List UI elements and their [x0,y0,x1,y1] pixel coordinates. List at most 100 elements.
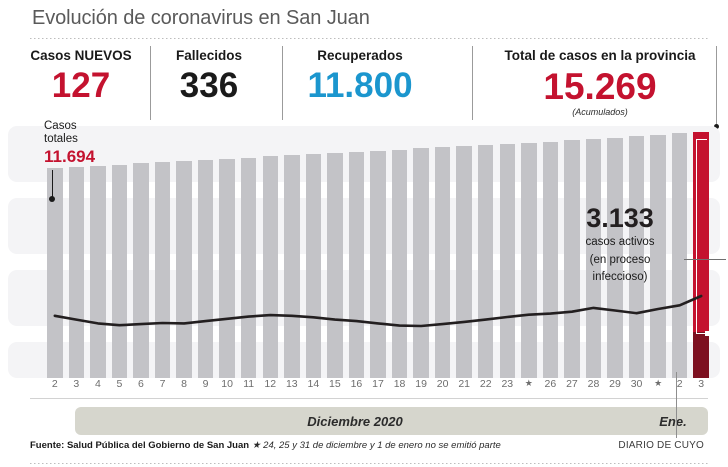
page-title: Evolución de coronavirus en San Juan [32,7,370,29]
callout-line-2: totales [44,133,78,145]
kpi-divider-3 [472,46,473,120]
x-axis-tick: 22 [479,378,492,390]
kpi-value: 15.269 [543,66,657,107]
x-axis-tick: 17 [372,378,384,390]
x-axis-tick: 2 [676,378,683,390]
kpi-value: 127 [51,66,111,105]
bar [370,150,386,378]
callout-line-1: Casos [44,120,77,132]
x-axis-tick: 5 [116,378,123,390]
x-axis-tick: 26 [544,378,557,390]
kpi-value: 336 [179,66,239,105]
kpi-sublabel: (Acumulados) [572,107,628,117]
kpi-label: Total de casos en la provincia [504,48,696,63]
kpi-label: Fallecidos [175,48,243,63]
x-axis-tick: 13 [285,378,298,390]
callout-active-value: 3.133 [586,203,654,233]
bar-highlight [693,132,710,378]
kpi-divider-1 [150,46,151,120]
bar [564,140,580,378]
active-cases-bracket-dot [704,331,710,336]
footer-brand: DIARIO DE CUYO [618,440,704,451]
title-divider [30,38,708,39]
bar [650,135,666,378]
callout-leader-dot [49,196,55,202]
active-cases-bracket [696,139,710,336]
bar [542,141,559,378]
x-axis-tick: 3 [73,378,80,390]
footer-note: ★ 24, 25 y 31 de diciembre y 1 de enero … [252,440,501,451]
x-axis-tick: 19 [415,378,427,390]
x-axis-tick: 23 [501,378,514,390]
x-axis-tick: 11 [243,378,255,390]
month-label-secondary: Ene. [659,413,687,429]
bar [521,142,537,378]
bar [628,136,645,378]
kpi-row: Casos NUEVOS 127 Fallecidos 336 Recupera… [0,42,728,120]
footer-source: Fuente: Salud Pública del Gobierno de Sa… [30,440,250,451]
callout-active-leader-line [684,259,726,260]
bar [284,155,300,378]
kpi-value: 11.800 [307,66,413,105]
kpi-label: Recuperados [317,48,403,63]
kpi-recuperados: Recuperados 11.800 [290,48,430,103]
callout-active-line-2: (en proceso [589,253,651,266]
x-axis-tick: 28 [587,378,600,390]
x-axis-ticks: 2 3 4 5 6 7 8 9 10 11 12 13 14 15 16 17 18 19 20 21 22 23 ★ 26 2… [0,378,728,400]
x-axis-tick: 3 [698,378,705,390]
active-cases-trend-line [53,294,703,328]
kpi-total-connector-line [716,46,717,124]
x-axis-tick: 20 [436,378,449,390]
x-axis-tick: 14 [307,378,320,390]
month-label-primary: Diciembre 2020 [307,413,403,429]
callout-value: 11.694 [44,147,96,166]
x-axis-tick: 30 [630,378,643,390]
x-axis-tick: 10 [221,378,233,390]
bar [434,147,451,378]
kpi-casos-nuevos: Casos NUEVOS 127 [16,48,146,103]
callout-active-line-1: casos activos [585,236,655,248]
x-axis-tick-star: ★ [654,378,663,388]
x-axis-tick: 21 [458,378,471,390]
x-axis-tick: 18 [393,378,406,390]
bar [607,137,623,378]
bar [585,138,602,378]
bar [499,144,516,378]
x-axis-tick: 6 [138,378,144,390]
kpi-fallecidos: Fallecidos 336 [154,48,264,103]
x-axis-tick-star: ★ [524,378,533,388]
x-axis-tick: 29 [609,378,621,390]
bar [305,154,322,378]
callout-casos-totales: Casos totales 11.694 [44,120,154,166]
footer: Fuente: Salud Pública del Gobierno de Sa… [0,440,728,458]
bar-highlight-base [693,332,709,378]
bar [197,160,214,378]
x-axis-tick: 2 [51,378,58,390]
callout-leader-line [52,170,53,198]
month-split-line [676,372,677,438]
bar [671,133,688,378]
bar [391,149,408,378]
x-axis-tick: 15 [329,378,341,390]
x-axis-tick: 12 [264,378,277,390]
x-axis-tick: 7 [159,378,166,390]
footer-divider [30,463,708,464]
bar [262,156,278,378]
x-axis-tick: 27 [566,378,578,390]
bar [68,167,85,378]
kpi-label: Casos NUEVOS [30,48,132,63]
bar [47,168,63,378]
x-axis-tick: 9 [202,378,209,390]
kpi-divider-2 [282,46,283,120]
bar [219,158,235,378]
x-axis-tick: 16 [350,378,363,390]
x-axis-line [30,398,708,399]
callout-casos-activos: 3.133 casos activos (en proceso infeccio… [556,204,684,285]
kpi-total-provincia: Total de casos en la provincia 15.269 (A… [480,48,720,117]
bar [413,148,429,378]
callout-active-line-3: infeccioso) [592,271,648,283]
x-axis-tick: 8 [181,378,187,390]
bar [240,157,257,378]
month-bar: Diciembre 2020 Ene. [75,407,708,435]
